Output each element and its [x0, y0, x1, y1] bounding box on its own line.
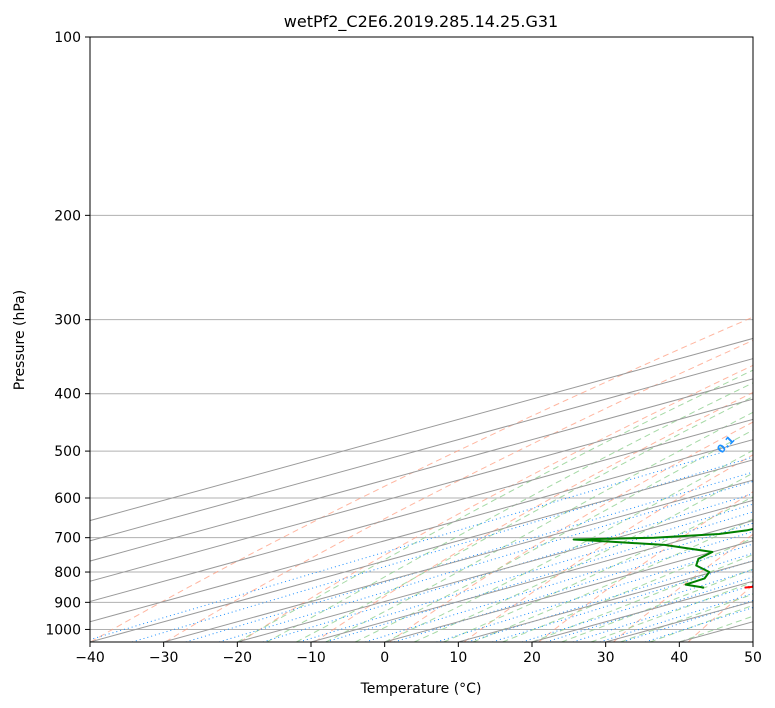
x-tick-label: 0 — [380, 650, 389, 666]
profile-series — [572, 527, 753, 589]
dry-adiabat-line — [463, 454, 753, 642]
x-tick-label: 30 — [597, 650, 615, 666]
isotherm-line — [90, 337, 753, 522]
mixing-ratio-line — [299, 503, 753, 642]
moist-adiabat-line — [531, 554, 753, 642]
isotherm-line — [163, 479, 753, 642]
isotherm-line — [90, 378, 753, 562]
isobar-grid — [90, 37, 753, 630]
x-axis-title: Temperature (°C) — [360, 681, 482, 697]
moist-adiabat-line — [237, 369, 753, 642]
mixing-ratio-line — [325, 511, 753, 642]
y-axis-title: Pressure (hPa) — [12, 290, 28, 390]
dry-adiabat-line — [165, 339, 753, 642]
x-tick-label: −30 — [149, 650, 179, 666]
x-tick-label: 10 — [449, 650, 467, 666]
dry-adiabat-line — [314, 391, 753, 642]
dry-adiabat-line — [239, 364, 753, 642]
moist-adiabat-line — [620, 593, 753, 642]
plot-area: -100-90-80-70-60-50-40-30-20-100.10.20.4… — [90, 37, 753, 642]
moist-adiabat-line — [590, 581, 753, 642]
isotherm-line — [90, 439, 753, 623]
y-tick-label: 400 — [54, 387, 81, 403]
x-tick-label: −40 — [75, 650, 105, 666]
plot-frame — [89, 36, 754, 643]
x-axis: −40 −30 −20 −10 0 10 20 30 40 50 — [75, 642, 762, 666]
isotherm-line — [384, 540, 753, 642]
x-tick-label: 50 — [744, 650, 762, 666]
isotherm-line — [90, 418, 753, 603]
y-tick-label: 700 — [54, 531, 81, 547]
mixing-ratio-line — [262, 493, 753, 642]
y-tick-label: 800 — [54, 565, 81, 581]
moist-adiabat-line — [354, 429, 753, 642]
moist-adiabat-line — [502, 537, 753, 642]
y-tick-label: 900 — [54, 595, 81, 611]
x-tick-label: −20 — [223, 650, 253, 666]
x-tick-label: −10 — [296, 650, 326, 666]
y-axis: 100 200 300 400 500 600 700 800 900 1000 — [45, 30, 90, 638]
dry-adiabat-line — [90, 316, 753, 642]
y-tick-label: 200 — [54, 208, 81, 224]
mixing-ratio-line — [436, 543, 753, 642]
isotherm-line — [90, 459, 753, 642]
y-tick-label: 500 — [54, 444, 81, 460]
isotherm-line — [90, 398, 753, 582]
y-tick-label: 600 — [54, 491, 81, 507]
moist-adiabat-line — [413, 472, 753, 642]
x-tick-label: 20 — [523, 650, 541, 666]
dry-adiabat-line — [613, 533, 753, 642]
y-tick-label: 100 — [54, 30, 81, 46]
isotherm-line — [310, 520, 753, 642]
y-tick-label: 1000 — [45, 622, 81, 638]
moist-adiabat-line — [266, 382, 753, 642]
moist-adiabat-line — [325, 411, 753, 642]
dry-adiabat-line — [389, 421, 753, 642]
x-tick-label: 40 — [670, 650, 688, 666]
profile-line — [572, 527, 753, 589]
chart-title: wetPf2_C2E6.2019.285.14.25.G31 — [284, 12, 558, 32]
mixing-ratio-line — [218, 480, 753, 642]
mixing-ratio-line — [365, 522, 753, 642]
y-tick-label: 300 — [54, 313, 81, 329]
